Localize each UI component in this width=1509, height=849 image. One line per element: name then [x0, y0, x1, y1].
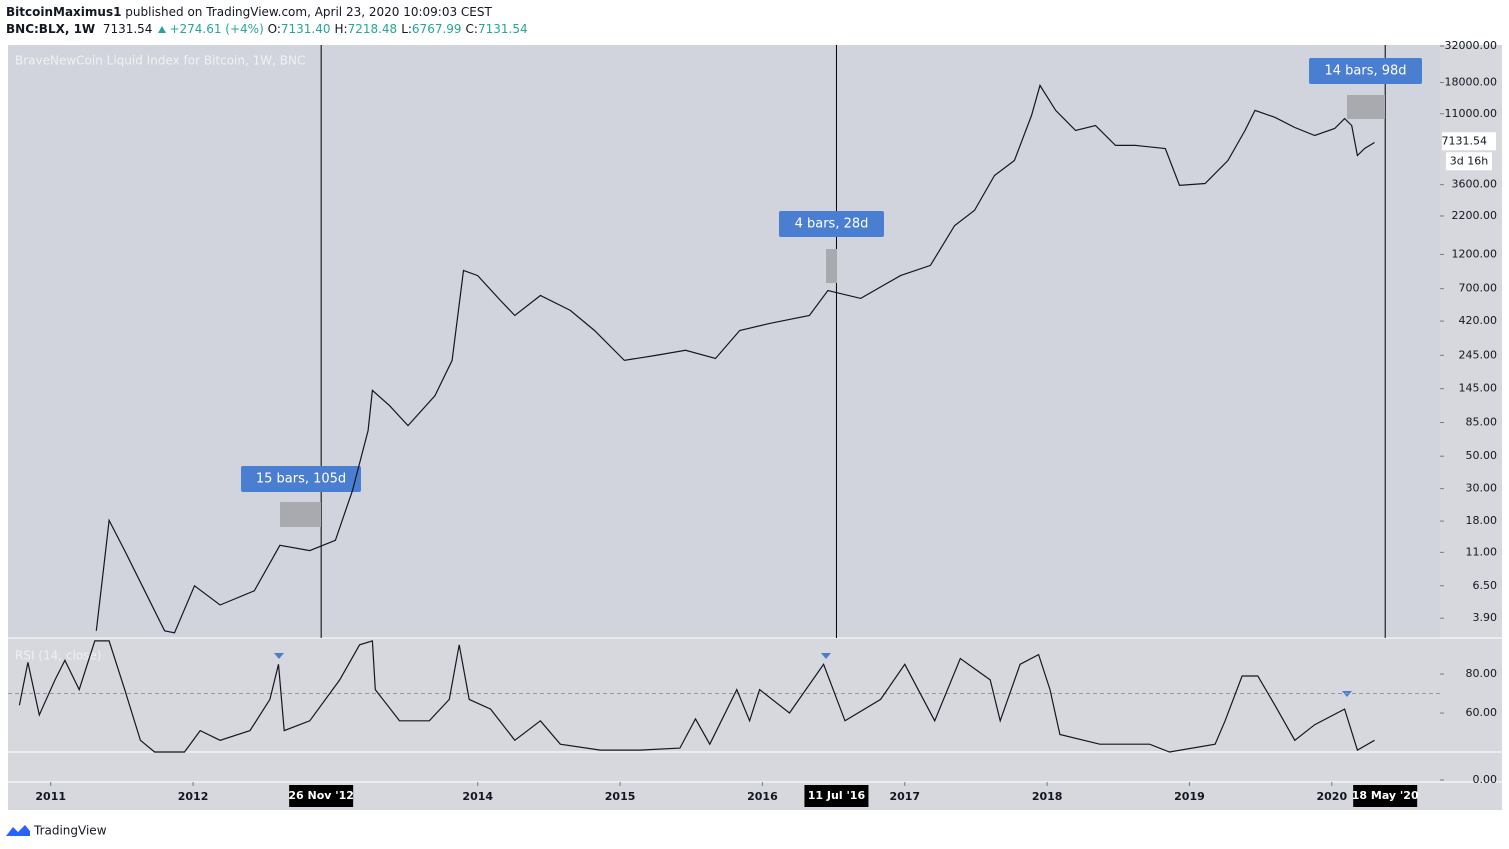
countdown: 3d 16h — [1450, 154, 1488, 167]
ohlc-key: L: — [401, 22, 412, 36]
time-axis — [8, 782, 1502, 810]
header: BitcoinMaximus1 published on TradingView… — [6, 4, 532, 38]
y-tick-label: 6.50 — [1473, 579, 1498, 592]
lower-pane — [8, 752, 1440, 782]
y-tick-label: 85.00 — [1466, 416, 1498, 429]
footer-logo: TradingView — [6, 824, 107, 838]
ohlc-key: H: — [334, 22, 348, 36]
y-tick-label: 2200.00 — [1452, 209, 1498, 222]
y-tick-label: 3600.00 — [1452, 178, 1498, 191]
published: published on TradingView.com, April 23, … — [125, 5, 492, 19]
y-tick-label: 145.00 — [1459, 382, 1498, 395]
signal-icon — [274, 653, 284, 659]
x-tick-label: 2011 — [35, 790, 66, 803]
series-line — [95, 83, 1375, 634]
series-line — [18, 640, 1375, 753]
ohlc-key: C: — [465, 22, 478, 36]
y-tick-label: 32000.00 — [1445, 39, 1498, 52]
x-tick-label: 2014 — [462, 790, 493, 803]
range-box — [1309, 58, 1422, 84]
x-tick-label: 2016 — [747, 790, 778, 803]
marker-label: 18 May '20 — [1352, 789, 1419, 802]
y-tick-label: 18000.00 — [1445, 76, 1498, 89]
y-tick-label: 700.00 — [1459, 282, 1498, 295]
marker-box — [289, 785, 354, 807]
range-box — [779, 211, 884, 237]
y-tick-label: 420.00 — [1459, 314, 1498, 327]
ohlc-value: 6767.99 — [411, 22, 462, 36]
x-tick-label: 2019 — [1174, 790, 1205, 803]
x-tick-label: 2020 — [1317, 790, 1348, 803]
last: 7131.54 — [102, 22, 153, 36]
countdown-box — [1446, 152, 1492, 171]
y-tick-label: 245.00 — [1459, 348, 1498, 361]
ohlc-value: 7131.40 — [280, 22, 331, 36]
range-box — [241, 466, 361, 492]
signal-icon — [821, 653, 831, 659]
ohlc-value: 7131.54 — [477, 22, 528, 36]
last-price-label: 7131.54 — [1442, 134, 1488, 147]
range-label: 14 bars, 98d — [1324, 64, 1406, 79]
y-tick-label: 60.00 — [1466, 706, 1498, 719]
last-price-box — [1442, 132, 1496, 151]
brand: TradingView — [33, 824, 107, 838]
author: BitcoinMaximus1 — [6, 5, 122, 19]
range-shade — [1347, 95, 1385, 119]
rsi-pane — [8, 638, 1440, 752]
pane-title: BraveNewCoin Liquid Index for Bitcoin, 1… — [15, 54, 305, 68]
y-tick-label: 30.00 — [1466, 482, 1498, 495]
rsi-title: RSI (14, close) — [15, 649, 101, 663]
x-tick-label: 2017 — [889, 790, 920, 803]
y-tick-label: 1200.00 — [1452, 247, 1498, 260]
y-tick-label: 50.00 — [1466, 449, 1498, 462]
marker-label: 11 Jul '16 — [808, 789, 866, 802]
range-label: 15 bars, 105d — [256, 472, 346, 487]
price-pane — [8, 45, 1440, 638]
y-tick-label: 11000.00 — [1445, 107, 1498, 120]
range-label: 4 bars, 28d — [795, 217, 869, 232]
ohlc-value: 7218.48 — [347, 22, 398, 36]
marker-box — [804, 785, 869, 807]
x-tick-label: 2012 — [178, 790, 209, 803]
y-tick-label: 11.00 — [1466, 545, 1498, 558]
y-tick-label: 0.00 — [1473, 773, 1498, 786]
marker-box — [1353, 785, 1418, 807]
ohlc: O:7131.40 H:7218.48 L:6767.99 C:7131.54 — [268, 22, 532, 36]
marker-label: 26 Nov '12 — [288, 789, 354, 802]
symbol: BNC:BLX, 1W — [6, 22, 96, 36]
x-tick-label: 2015 — [605, 790, 636, 803]
range-shade — [280, 502, 321, 527]
y-tick-label: 3.90 — [1473, 611, 1498, 624]
y-tick-label: 18.00 — [1466, 514, 1498, 527]
y-tick-label: 80.00 — [1466, 667, 1498, 680]
x-tick-label: 2018 — [1032, 790, 1063, 803]
ohlc-key: O: — [267, 22, 281, 36]
range-shade — [826, 249, 837, 283]
change: +274.61 (+4%) — [169, 22, 264, 36]
